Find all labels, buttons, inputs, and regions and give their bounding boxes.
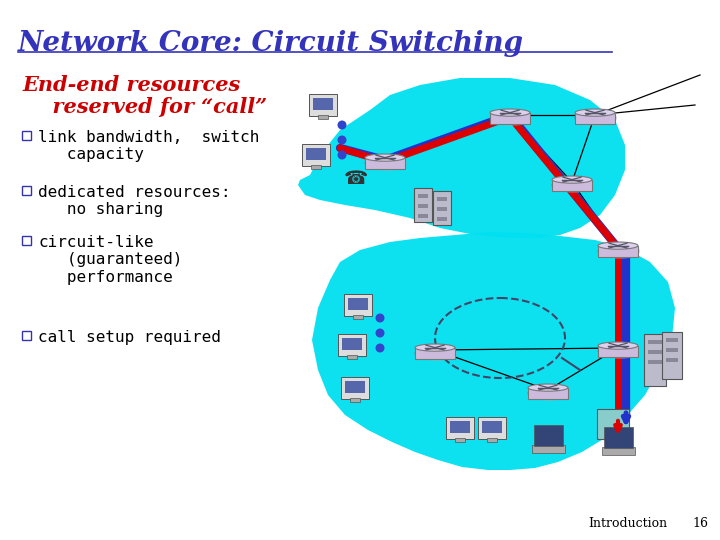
Circle shape	[338, 151, 346, 159]
Circle shape	[376, 343, 384, 353]
FancyBboxPatch shape	[306, 148, 326, 160]
Ellipse shape	[415, 349, 455, 357]
Ellipse shape	[575, 114, 615, 122]
Ellipse shape	[554, 177, 594, 193]
Ellipse shape	[552, 181, 592, 189]
Ellipse shape	[598, 248, 638, 255]
Circle shape	[376, 314, 384, 322]
FancyBboxPatch shape	[597, 409, 629, 439]
FancyBboxPatch shape	[433, 191, 451, 225]
Polygon shape	[312, 232, 675, 470]
FancyBboxPatch shape	[648, 340, 662, 344]
FancyBboxPatch shape	[22, 331, 31, 340]
FancyBboxPatch shape	[437, 197, 447, 201]
FancyBboxPatch shape	[487, 438, 497, 442]
FancyBboxPatch shape	[644, 334, 666, 386]
Polygon shape	[298, 78, 625, 238]
Ellipse shape	[528, 384, 568, 391]
FancyBboxPatch shape	[552, 180, 592, 191]
Text: call setup required: call setup required	[38, 330, 221, 345]
FancyBboxPatch shape	[437, 207, 447, 211]
FancyBboxPatch shape	[309, 94, 337, 116]
Ellipse shape	[528, 389, 568, 397]
FancyBboxPatch shape	[365, 158, 405, 169]
FancyBboxPatch shape	[418, 204, 428, 208]
FancyBboxPatch shape	[345, 381, 365, 393]
Circle shape	[376, 328, 384, 338]
FancyBboxPatch shape	[437, 217, 447, 221]
FancyBboxPatch shape	[598, 346, 638, 357]
Circle shape	[338, 136, 346, 145]
Ellipse shape	[415, 344, 455, 351]
FancyBboxPatch shape	[482, 421, 502, 433]
FancyBboxPatch shape	[302, 144, 330, 166]
Text: reserved for “call”: reserved for “call”	[38, 97, 267, 117]
Ellipse shape	[530, 385, 570, 401]
Ellipse shape	[552, 176, 592, 183]
FancyBboxPatch shape	[666, 348, 678, 352]
FancyBboxPatch shape	[353, 315, 363, 319]
FancyBboxPatch shape	[342, 338, 362, 350]
Ellipse shape	[490, 109, 530, 116]
FancyBboxPatch shape	[350, 398, 360, 402]
Text: circuit-like
   (guaranteed)
   performance: circuit-like (guaranteed) performance	[38, 235, 182, 285]
FancyBboxPatch shape	[311, 165, 321, 169]
Ellipse shape	[365, 154, 405, 161]
FancyBboxPatch shape	[348, 298, 368, 310]
FancyBboxPatch shape	[455, 438, 465, 442]
FancyBboxPatch shape	[666, 338, 678, 342]
FancyBboxPatch shape	[341, 377, 369, 399]
FancyBboxPatch shape	[414, 188, 432, 222]
Ellipse shape	[490, 114, 530, 122]
FancyBboxPatch shape	[22, 131, 31, 140]
FancyBboxPatch shape	[575, 113, 615, 124]
FancyBboxPatch shape	[338, 334, 366, 356]
FancyBboxPatch shape	[603, 427, 632, 448]
Text: ☎: ☎	[344, 168, 368, 187]
Ellipse shape	[492, 110, 532, 126]
FancyBboxPatch shape	[418, 214, 428, 218]
FancyBboxPatch shape	[531, 444, 564, 453]
FancyBboxPatch shape	[22, 186, 31, 195]
Text: Network Core: Circuit Switching: Network Core: Circuit Switching	[18, 30, 524, 57]
FancyBboxPatch shape	[648, 360, 662, 364]
FancyBboxPatch shape	[318, 115, 328, 119]
Ellipse shape	[417, 345, 457, 361]
FancyBboxPatch shape	[415, 348, 455, 359]
Ellipse shape	[575, 109, 615, 116]
Ellipse shape	[598, 348, 638, 355]
FancyBboxPatch shape	[313, 98, 333, 110]
FancyBboxPatch shape	[347, 355, 357, 359]
FancyBboxPatch shape	[528, 388, 568, 399]
FancyBboxPatch shape	[344, 294, 372, 316]
Circle shape	[338, 120, 346, 130]
Text: link bandwidth,  switch
   capacity: link bandwidth, switch capacity	[38, 130, 259, 163]
Text: End-end resources: End-end resources	[22, 75, 240, 95]
Text: Introduction: Introduction	[588, 517, 667, 530]
FancyBboxPatch shape	[450, 421, 470, 433]
Ellipse shape	[600, 243, 640, 259]
FancyBboxPatch shape	[418, 194, 428, 198]
Ellipse shape	[367, 155, 407, 171]
FancyBboxPatch shape	[666, 358, 678, 362]
FancyBboxPatch shape	[534, 424, 562, 445]
Text: dedicated resources:
   no sharing: dedicated resources: no sharing	[38, 185, 230, 218]
Ellipse shape	[598, 342, 638, 349]
FancyBboxPatch shape	[648, 350, 662, 354]
FancyBboxPatch shape	[478, 417, 506, 439]
Ellipse shape	[598, 242, 638, 249]
FancyBboxPatch shape	[598, 246, 638, 257]
FancyBboxPatch shape	[601, 447, 634, 455]
FancyBboxPatch shape	[22, 236, 31, 245]
FancyBboxPatch shape	[446, 417, 474, 439]
Ellipse shape	[365, 160, 405, 167]
Text: 16: 16	[692, 517, 708, 530]
Ellipse shape	[600, 343, 640, 359]
Ellipse shape	[577, 110, 617, 126]
FancyBboxPatch shape	[662, 332, 682, 379]
FancyBboxPatch shape	[490, 113, 530, 124]
